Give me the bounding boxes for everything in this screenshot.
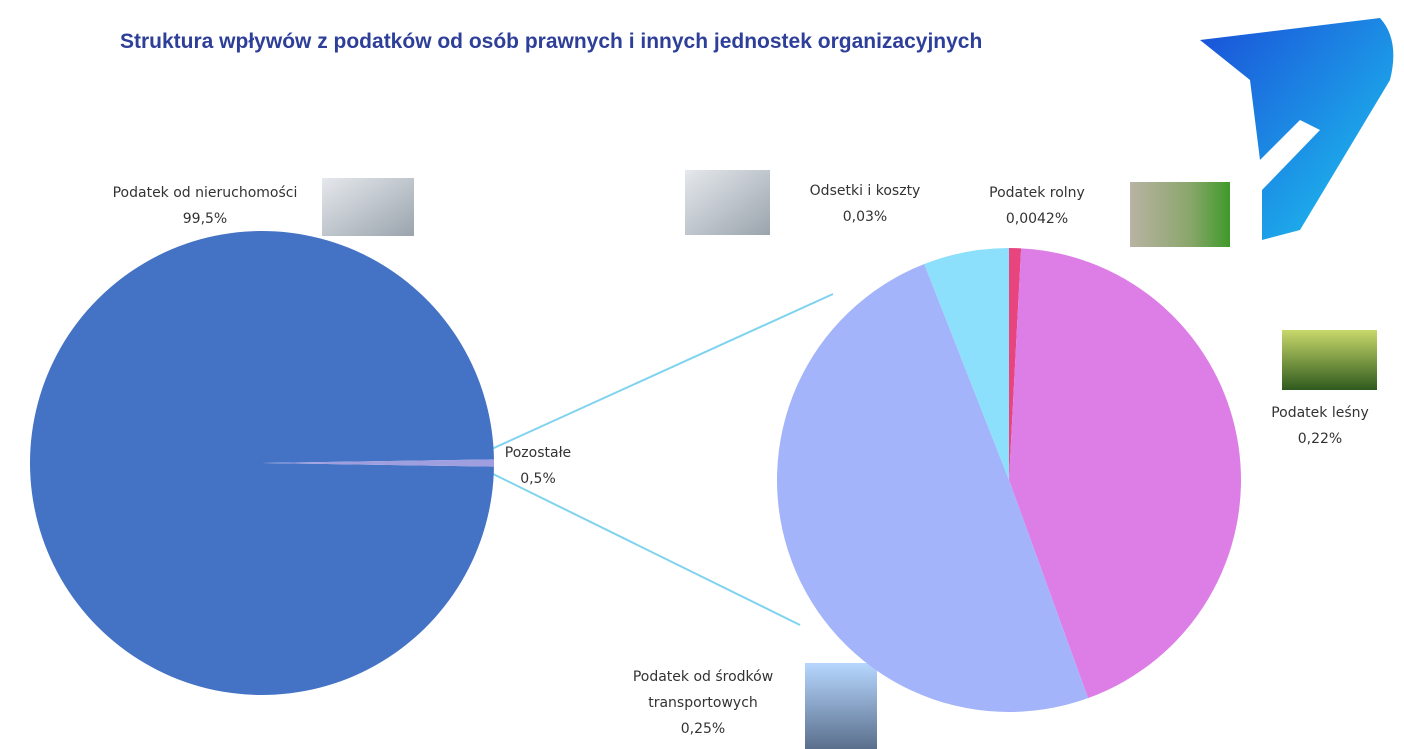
chart [0,0,1404,749]
value-label: 0,25% [608,716,798,742]
slice-label: Podatek od środków transportowych [608,664,798,716]
page: Struktura wpływów z podatków od osób pra… [0,0,1404,749]
value-label: 99,5% [85,206,325,232]
photo [1282,330,1377,390]
value-label: 0,22% [1250,426,1390,452]
photo [322,178,414,236]
value-label: 0,5% [488,466,588,492]
value-label: 0,03% [785,204,945,230]
value-label: 0,0042% [967,206,1107,232]
connector [485,294,833,452]
photo [805,663,877,749]
slice-label: Podatek od nieruchomości [85,180,325,206]
photo [1130,182,1230,247]
slice-label: Podatek leśny [1250,400,1390,426]
photo [685,170,770,235]
chart-title: Struktura wpływów z podatków od osób pra… [120,30,982,54]
connector [485,470,800,625]
slice-label: Podatek rolny [967,180,1107,206]
slice-label: Odsetki i koszty [785,178,945,204]
slice-label: Pozostałe [488,440,588,466]
